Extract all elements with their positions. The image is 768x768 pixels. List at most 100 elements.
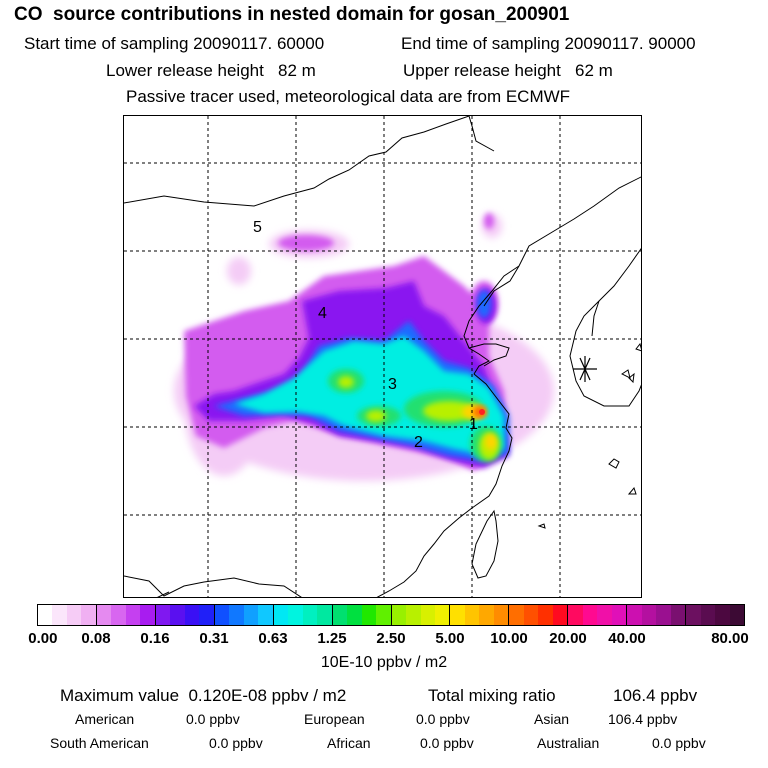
color-scale-segment — [38, 605, 97, 625]
color-scale-segment — [391, 605, 451, 625]
color-swatch — [199, 605, 214, 625]
source-label-1: 1 — [469, 416, 478, 433]
color-scale-segment — [627, 605, 687, 625]
color-swatch — [641, 605, 657, 625]
color-swatch — [229, 605, 244, 625]
color-swatch — [96, 605, 112, 625]
color-swatch — [81, 605, 96, 625]
color-scale-tick-label: 5.00 — [435, 630, 465, 647]
south-american-label: South American — [50, 735, 149, 751]
color-scale-segment — [568, 605, 628, 625]
color-scale-segment — [155, 605, 215, 625]
color-swatch — [288, 605, 303, 625]
color-scale-tick-label: 0.31 — [199, 630, 229, 647]
color-swatch — [332, 605, 348, 625]
color-swatch — [184, 605, 200, 625]
color-scale-segment — [214, 605, 274, 625]
color-scale-segment — [509, 605, 569, 625]
asian-label: Asian — [534, 711, 570, 727]
color-swatch — [582, 605, 598, 625]
australian-label: Australian — [537, 735, 600, 751]
color-swatch — [729, 605, 745, 625]
color-scale-tick-label: 80.00 — [711, 630, 749, 647]
american-label: American — [75, 711, 135, 727]
source-label-5: 5 — [253, 219, 262, 236]
color-swatch — [509, 605, 524, 625]
color-swatch — [243, 605, 259, 625]
color-swatch — [317, 605, 332, 625]
color-swatch — [568, 605, 583, 625]
color-swatch — [656, 605, 671, 625]
color-swatch — [125, 605, 141, 625]
color-swatch — [214, 605, 230, 625]
south-american-value: 0.0 ppbv — [209, 735, 263, 751]
map-panel: 1 2 3 4 5 — [123, 115, 642, 598]
color-swatch — [391, 605, 407, 625]
color-scale-ticks: 0.00 0.08 0.16 0.31 0.63 1.25 2.50 5.00 10.00 20.… — [0, 630, 768, 650]
color-swatch — [434, 605, 450, 625]
source-label-3: 3 — [388, 376, 397, 393]
color-swatch — [258, 605, 273, 625]
color-swatch — [140, 605, 155, 625]
color-swatch — [38, 605, 53, 625]
african-label: African — [327, 735, 371, 751]
color-scale-segment — [96, 605, 156, 625]
color-scale-tick-label: 20.00 — [549, 630, 587, 647]
source-label-2: 2 — [414, 434, 423, 451]
color-scale-tick-label: 0.16 — [140, 630, 170, 647]
tracer-note: Passive tracer used, meteorological data… — [126, 87, 571, 106]
upper-release-height: Upper release height 62 m — [403, 61, 613, 80]
color-swatch — [686, 605, 701, 625]
color-swatch — [302, 605, 318, 625]
american-value: 0.0 ppbv — [186, 711, 240, 727]
european-value: 0.0 ppbv — [416, 711, 470, 727]
color-scale-tick-label: 10.00 — [490, 630, 528, 647]
color-swatch — [155, 605, 171, 625]
maximum-value: Maximum value 0.120E-08 ppbv / m2 — [60, 686, 347, 705]
color-swatch — [627, 605, 642, 625]
color-scale-unit: 10E-10 ppbv / m2 — [320, 654, 448, 671]
color-swatch — [597, 605, 612, 625]
color-swatch — [406, 605, 421, 625]
color-swatch — [700, 605, 716, 625]
color-scale-tick-label: 0.00 — [28, 630, 58, 647]
color-swatch — [420, 605, 435, 625]
coastlines — [124, 116, 641, 597]
map-canvas: 1 2 3 4 5 — [124, 116, 641, 597]
color-swatch — [111, 605, 126, 625]
end-time-label: End time of sampling 20090117. 90000 — [401, 34, 696, 53]
color-swatch — [52, 605, 67, 625]
color-scale-tick-label: 0.63 — [258, 630, 288, 647]
start-time-label: Start time of sampling 20090117. 60000 — [24, 34, 325, 53]
plot-title: CO source contributions in nested domain… — [14, 4, 570, 25]
asian-value: 106.4 ppbv — [608, 711, 678, 727]
color-scale-tick-label: 40.00 — [608, 630, 646, 647]
australian-value: 0.0 ppbv — [652, 735, 706, 751]
color-swatch — [715, 605, 730, 625]
color-scale-segment — [450, 605, 510, 625]
receptor-asterisk-icon — [573, 356, 597, 382]
color-swatch — [670, 605, 686, 625]
color-scale-segment — [686, 605, 745, 625]
color-scale-segment — [332, 605, 392, 625]
color-swatch — [273, 605, 289, 625]
color-scale-segment — [273, 605, 333, 625]
color-scale-bar — [37, 604, 745, 626]
color-swatch — [538, 605, 553, 625]
color-swatch — [611, 605, 627, 625]
total-mixing-ratio-value: 106.4 ppbv — [613, 686, 698, 705]
color-swatch — [347, 605, 362, 625]
color-scale-tick-label: 2.50 — [376, 630, 406, 647]
african-value: 0.0 ppbv — [420, 735, 474, 751]
color-swatch — [170, 605, 185, 625]
color-swatch — [523, 605, 539, 625]
color-swatch — [479, 605, 494, 625]
source-label-4: 4 — [318, 305, 327, 322]
color-scale-tick-label: 1.25 — [317, 630, 347, 647]
color-swatch — [66, 605, 82, 625]
concentration-field — [174, 213, 554, 481]
color-swatch — [464, 605, 480, 625]
color-swatch — [493, 605, 509, 625]
color-scale-tick-label: 0.08 — [81, 630, 111, 647]
lat-lon-grid — [124, 116, 641, 597]
